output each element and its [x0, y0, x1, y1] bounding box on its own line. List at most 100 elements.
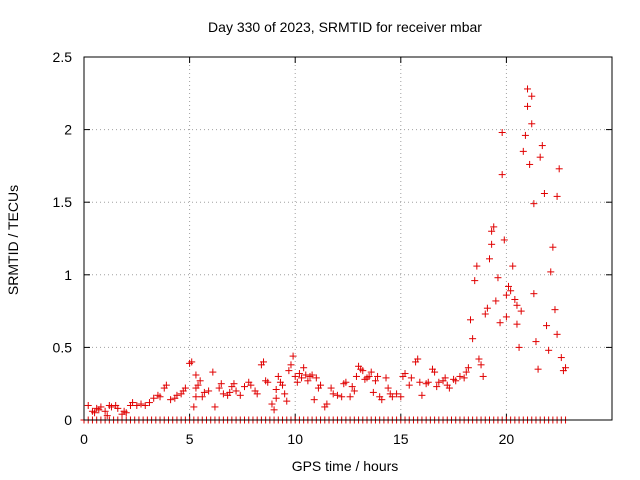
data-point [188, 358, 196, 366]
y-tick-label: 0 [64, 412, 72, 428]
data-point [338, 393, 346, 401]
data-point [557, 354, 565, 362]
data-point [253, 390, 261, 398]
data-point [511, 295, 519, 303]
data-point [317, 381, 325, 389]
data-point [534, 365, 542, 373]
data-point [145, 399, 153, 407]
data-point [371, 377, 379, 385]
data-point [150, 394, 158, 402]
data-point [481, 310, 489, 318]
data-point [352, 372, 360, 380]
data-point [101, 407, 109, 415]
data-point [521, 131, 529, 139]
data-point [538, 142, 546, 150]
data-point [270, 406, 278, 414]
y-tick-labels: 0 0.5 1 1.5 2 2.5 [53, 49, 73, 428]
data-point [198, 393, 206, 401]
data-points [80, 85, 570, 424]
data-point [323, 400, 331, 408]
data-point [192, 371, 200, 379]
data-point [388, 393, 396, 401]
data-point [310, 396, 318, 404]
data-point [103, 412, 111, 420]
data-point [107, 403, 115, 411]
data-point [295, 370, 303, 378]
data-point [414, 355, 422, 363]
data-point [401, 370, 409, 378]
data-point [445, 384, 453, 392]
data-point [562, 364, 570, 372]
data-point [327, 384, 335, 392]
data-point [173, 391, 181, 399]
data-point [547, 268, 555, 276]
data-point [329, 390, 337, 398]
data-point [369, 388, 377, 396]
data-point [241, 383, 249, 391]
data-point [477, 361, 485, 369]
data-point [492, 297, 500, 305]
data-point [217, 380, 225, 388]
x-tick-label: 0 [80, 431, 88, 447]
data-point [494, 274, 502, 282]
data-point [502, 291, 510, 299]
data-point [500, 236, 508, 244]
data-point [209, 368, 217, 376]
data-point [97, 403, 105, 411]
y-axis-label: SRMTID / TECUs [5, 185, 21, 295]
data-point [498, 171, 506, 179]
data-point [393, 390, 401, 398]
data-point [260, 358, 268, 366]
data-point [407, 374, 415, 382]
data-point [167, 396, 175, 404]
data-point [350, 387, 358, 395]
data-point [129, 399, 137, 407]
data-point [479, 372, 487, 380]
grid-lines [84, 57, 612, 420]
data-point [452, 377, 460, 385]
data-point [196, 377, 204, 385]
data-point [211, 403, 219, 411]
data-point [205, 387, 213, 395]
data-point [505, 282, 513, 290]
data-point [397, 393, 405, 401]
data-point [513, 301, 521, 309]
data-point [190, 403, 198, 411]
data-point [247, 381, 255, 389]
data-point [424, 378, 432, 386]
data-point [405, 381, 413, 389]
axis-ticks [83, 56, 612, 421]
data-point [122, 409, 130, 417]
data-point [308, 371, 316, 379]
data-point [283, 397, 291, 405]
data-point [553, 330, 561, 338]
data-point [91, 409, 99, 417]
data-point [181, 384, 189, 392]
data-point [475, 355, 483, 363]
data-point [519, 147, 527, 155]
data-point [524, 102, 532, 110]
data-point [268, 400, 276, 408]
data-point [192, 393, 200, 401]
data-point [532, 338, 540, 346]
data-point [466, 316, 474, 324]
data-point [342, 378, 350, 386]
data-point [274, 372, 282, 380]
data-point [114, 404, 122, 412]
data-point [528, 120, 536, 128]
chart-title: Day 330 of 2023, SRMTID for receiver mba… [208, 19, 482, 35]
data-point [162, 381, 170, 389]
data-point [498, 129, 506, 137]
data-point [456, 372, 464, 380]
y-tick-label: 1.5 [53, 194, 73, 210]
data-point [302, 371, 310, 379]
data-point [483, 304, 491, 312]
data-point [293, 378, 301, 386]
data-point [367, 368, 375, 376]
data-point [515, 343, 523, 351]
data-point [137, 400, 145, 408]
data-point [374, 372, 382, 380]
x-tick-label: 5 [186, 431, 194, 447]
data-point [433, 383, 441, 391]
